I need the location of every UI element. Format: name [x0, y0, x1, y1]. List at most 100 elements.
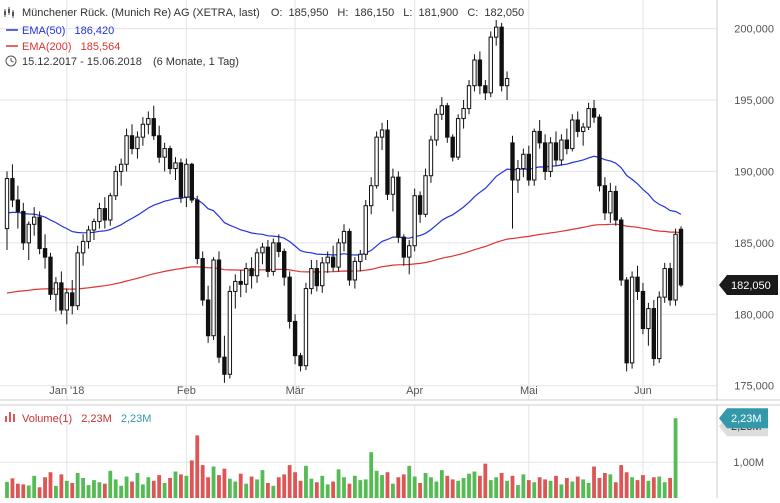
- candle: [570, 114, 575, 152]
- volume-bar: [151, 480, 156, 498]
- volume-bar: [287, 465, 292, 498]
- candle: [417, 191, 423, 223]
- candle: [97, 202, 102, 229]
- volume-bar: [543, 479, 548, 498]
- volume-bar: [467, 473, 471, 498]
- volume-bar: [439, 470, 444, 498]
- volume-bar: [369, 452, 374, 498]
- close-label: C:: [467, 7, 478, 19]
- candle: [4, 171, 10, 250]
- candle: [260, 242, 265, 265]
- candle: [521, 148, 526, 178]
- volume-bar: [336, 469, 341, 498]
- volume-bar: [407, 465, 412, 498]
- volume-bar: [309, 478, 314, 498]
- candle: [265, 240, 271, 278]
- candle: [205, 285, 211, 343]
- candle: [488, 31, 493, 98]
- candle: [374, 131, 379, 189]
- ema200-legend: EMA(200) 185,564: [22, 41, 120, 53]
- volume-bar: [211, 466, 216, 498]
- volume-bar: [646, 480, 651, 498]
- candle: [499, 22, 504, 92]
- volume-bar: [255, 479, 259, 498]
- volume-bar: [483, 463, 488, 498]
- candle: [548, 137, 553, 178]
- candle: [124, 128, 129, 172]
- candle: [211, 257, 216, 340]
- volume-bar: [217, 475, 221, 498]
- candle: [466, 80, 472, 115]
- candle: [363, 200, 368, 260]
- volume-bar: [108, 470, 113, 498]
- candle: [325, 251, 330, 273]
- volume-bar: [37, 487, 42, 498]
- volume-bar: [374, 470, 379, 498]
- candle: [222, 335, 227, 383]
- candle: [504, 71, 510, 100]
- volume-bar: [271, 485, 276, 498]
- volume-bar: [477, 475, 482, 498]
- low-label: L:: [403, 7, 412, 19]
- candle: [173, 157, 178, 180]
- candle: [510, 135, 515, 229]
- candle: [314, 260, 320, 292]
- volume-bar: [488, 480, 493, 498]
- svg-text:Volume(1) 2,23M: Volume(1) 2,23M 2,23M: [22, 413, 151, 425]
- volume-last-tag-label: 2,23M: [731, 413, 762, 425]
- volume-bar: [516, 485, 520, 498]
- volume-bar: [526, 480, 531, 498]
- volume-bar: [189, 460, 194, 498]
- volume-bar: [537, 477, 542, 498]
- candle: [559, 134, 564, 166]
- y-tick-label: 190,000: [734, 166, 774, 178]
- volume-bar: [59, 474, 64, 498]
- volume-bar: [168, 477, 172, 498]
- candle: [494, 20, 499, 46]
- candle: [238, 270, 243, 298]
- candle: [37, 211, 42, 255]
- volume-bar: [293, 472, 297, 498]
- volume-last-value: 2,23M: [81, 413, 112, 425]
- high-value: 186,150: [354, 7, 394, 19]
- volume-bar: [113, 479, 118, 498]
- high-label: H:: [337, 7, 348, 19]
- volume-bar: [298, 480, 303, 498]
- candle: [48, 252, 53, 300]
- candle: [439, 97, 445, 120]
- candle: [580, 122, 586, 146]
- candle: [31, 207, 37, 236]
- ema200-legend-value: 185,564: [81, 41, 121, 53]
- candle: [200, 251, 205, 306]
- candle: [515, 160, 521, 193]
- candle: [151, 105, 156, 140]
- candle: [64, 288, 69, 325]
- candle: [379, 122, 385, 150]
- volume-bar: [64, 480, 69, 498]
- volume-bar: [249, 476, 254, 498]
- candle: [254, 248, 260, 283]
- candle: [483, 80, 488, 100]
- volume-bar: [10, 478, 15, 498]
- candle: [608, 182, 613, 223]
- candle: [70, 280, 75, 315]
- candle: [184, 158, 189, 208]
- candle: [298, 352, 303, 372]
- candle: [445, 102, 450, 143]
- y-tick-label: 200,000: [734, 24, 774, 36]
- volume-bar: [200, 465, 205, 498]
- volume-bar: [130, 481, 134, 498]
- volume-bar: [54, 485, 58, 498]
- volume-bar: [418, 482, 422, 498]
- candle: [91, 218, 97, 240]
- candle: [10, 164, 15, 208]
- volume-bar: [554, 475, 558, 498]
- volume-bar: [651, 477, 656, 498]
- candle: [368, 177, 374, 215]
- volume-bar: [494, 477, 499, 498]
- candle: [591, 100, 597, 123]
- volume-bar: [635, 480, 640, 498]
- volume-last-tag-bg: [719, 408, 768, 429]
- candle: [178, 158, 184, 203]
- candle: [330, 245, 336, 272]
